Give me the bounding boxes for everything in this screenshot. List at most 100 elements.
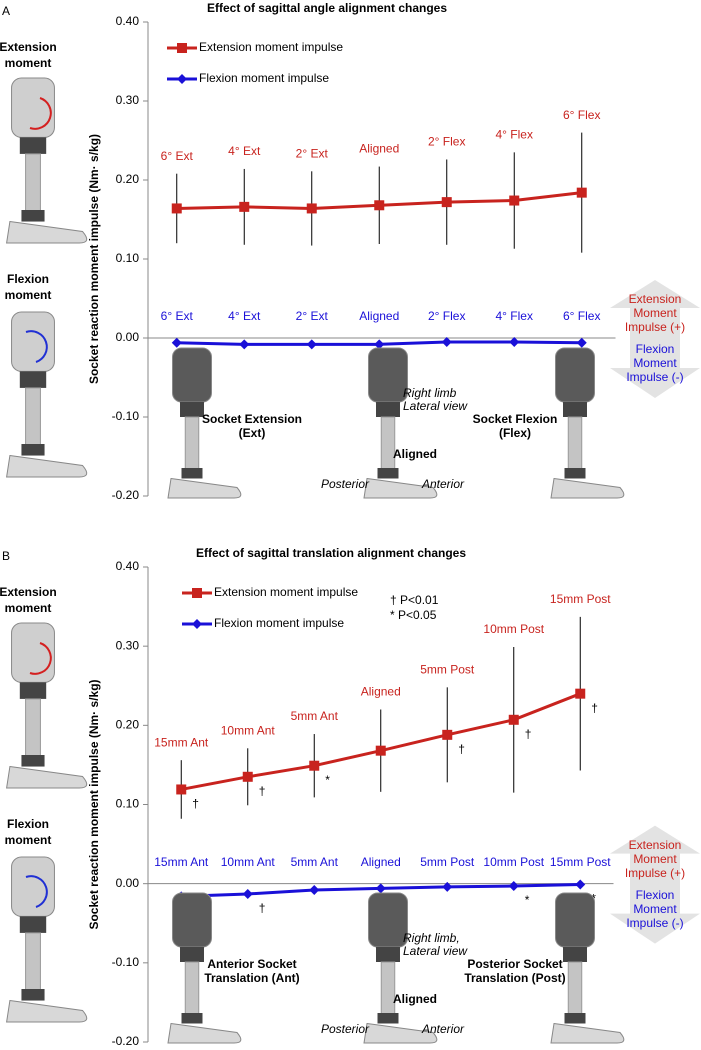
- y-tick-label: 0.40: [116, 559, 140, 573]
- view-note: Anterior: [421, 477, 465, 491]
- marker: [441, 197, 452, 208]
- marker: [442, 729, 453, 740]
- moment-label: Flexion: [7, 817, 49, 831]
- socket: [11, 856, 55, 917]
- category-label: Aligned: [361, 685, 401, 699]
- category-label: 6° Ext: [161, 149, 194, 163]
- y-tick-label: -0.10: [112, 409, 140, 423]
- significance-mark: †: [525, 727, 532, 741]
- ankle-adapter: [21, 210, 45, 222]
- view-label: Posterior Socket: [467, 957, 562, 971]
- pylon: [184, 961, 200, 1017]
- socket: [368, 892, 408, 948]
- view-label: Socket Flexion: [473, 412, 558, 426]
- marker: [508, 714, 519, 725]
- marker: [171, 203, 182, 214]
- y-axis-label: Socket reaction moment impulse (Nm· s/kg…: [87, 679, 101, 929]
- foot: [167, 477, 242, 499]
- legend-label: Extension moment impulse: [214, 585, 358, 599]
- category-label: Aligned: [359, 309, 399, 323]
- view-label: (Flex): [499, 426, 531, 440]
- view-note: Lateral view: [403, 944, 468, 958]
- impulse-label: Flexion: [636, 342, 675, 356]
- impulse-label: Moment: [633, 356, 677, 370]
- view-label: Aligned: [393, 447, 437, 461]
- y-axis-label: Socket reaction moment impulse (Nm· s/kg…: [87, 134, 101, 384]
- marker: [441, 336, 452, 347]
- view-note: Right limb: [403, 386, 457, 400]
- socket: [555, 347, 595, 403]
- marker: [242, 771, 253, 782]
- y-tick-label: 0.20: [116, 172, 140, 186]
- category-label: 4° Flex: [496, 309, 533, 323]
- moment-label: moment: [5, 288, 52, 302]
- ankle-adapter: [377, 1013, 399, 1024]
- category-label: Aligned: [361, 855, 401, 869]
- view-label: Socket Extension: [202, 412, 302, 426]
- category-label: 4° Flex: [496, 128, 533, 142]
- category-label: 6° Flex: [563, 309, 600, 323]
- moment-label: moment: [5, 601, 52, 615]
- significance-note: † P<0.01: [390, 593, 439, 607]
- panel-label: A: [2, 4, 10, 18]
- view-note: Right limb,: [403, 931, 460, 945]
- view-label: Aligned: [393, 992, 437, 1006]
- moment-arrow: [29, 642, 52, 675]
- marker: [176, 784, 187, 795]
- pylon-adapter: [19, 682, 47, 699]
- marker: [239, 201, 250, 212]
- foot: [550, 477, 625, 499]
- ankle-adapter: [21, 755, 45, 767]
- pylon-adapter: [563, 402, 587, 417]
- marker: [375, 745, 386, 756]
- moment-label: Extension: [0, 40, 57, 54]
- significance-mark: †: [259, 901, 266, 915]
- pylon-adapter: [19, 371, 47, 388]
- view-note: Anterior: [421, 1022, 465, 1036]
- category-label: 15mm Post: [550, 855, 611, 869]
- moment-arrow: [25, 875, 48, 908]
- pylon-adapter: [376, 402, 400, 417]
- marker: [375, 883, 386, 894]
- pylon: [25, 387, 41, 448]
- marker: [177, 43, 187, 53]
- view-note: Posterior: [321, 1022, 370, 1036]
- ankle-adapter: [564, 468, 586, 479]
- ankle-adapter: [21, 444, 45, 456]
- moment-arrow: [25, 330, 48, 363]
- significance-mark: †: [192, 797, 199, 811]
- y-tick-label: -0.20: [112, 1034, 140, 1048]
- foot: [6, 454, 88, 478]
- category-label: 6° Flex: [563, 108, 600, 122]
- marker: [239, 339, 250, 350]
- category-label: Aligned: [359, 142, 399, 156]
- pylon: [567, 416, 583, 472]
- marker: [309, 885, 320, 895]
- pylon: [25, 698, 41, 759]
- y-tick-label: 0.00: [116, 876, 140, 890]
- impulse-label: Impulse (-): [626, 916, 683, 930]
- category-label: 10mm Ant: [221, 723, 276, 737]
- category-label: 10mm Ant: [221, 855, 276, 869]
- y-tick-label: 0.30: [116, 93, 140, 107]
- category-label: 10mm Post: [483, 855, 544, 869]
- view-label: Anterior Socket: [207, 957, 296, 971]
- significance-mark: †: [458, 742, 465, 756]
- category-label: 15mm Ant: [154, 855, 209, 869]
- foot: [363, 1022, 438, 1044]
- marker: [242, 888, 253, 899]
- socket: [368, 347, 408, 403]
- marker: [177, 74, 187, 84]
- marker: [374, 200, 385, 211]
- y-tick-label: 0.10: [116, 251, 140, 265]
- moment-label: moment: [5, 56, 52, 70]
- marker: [374, 339, 385, 350]
- impulse-label: Extension: [629, 838, 682, 852]
- impulse-label: Impulse (-): [626, 370, 683, 384]
- marker: [442, 881, 453, 892]
- impulse-arrow: [610, 825, 700, 944]
- view-label: (Ext): [239, 426, 266, 440]
- category-label: 10mm Post: [483, 622, 544, 636]
- moment-label: moment: [5, 833, 52, 847]
